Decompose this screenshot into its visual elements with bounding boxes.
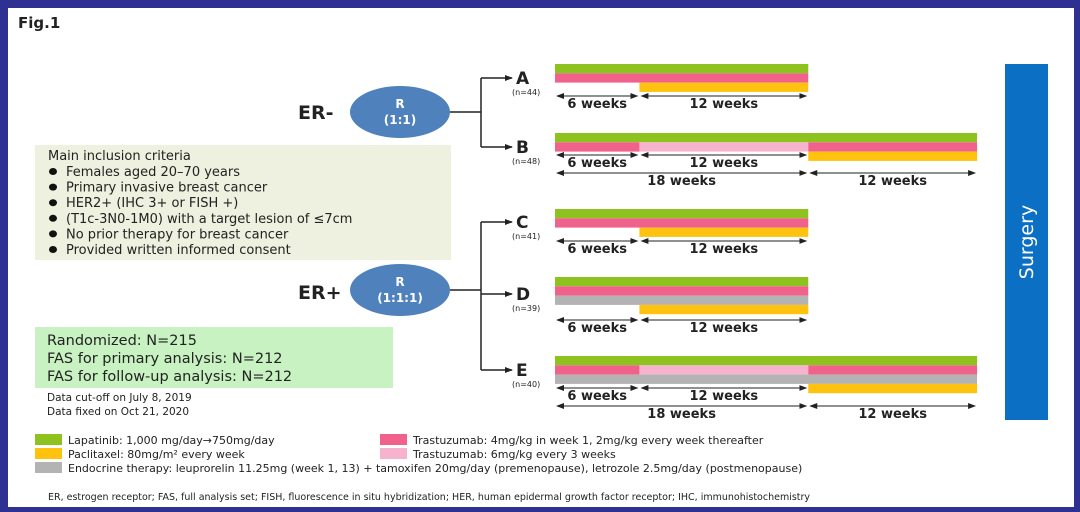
surgery-label: Surgery bbox=[1016, 205, 1038, 279]
inclusion-item: Provided written informed consent bbox=[66, 243, 291, 258]
duration-label: 12 weeks bbox=[858, 174, 927, 189]
branch-lines-er-positive bbox=[450, 219, 513, 373]
legend-swatch-endocrine bbox=[35, 462, 62, 473]
legend-label: Endocrine therapy: leuprorelin 11.25mg (… bbox=[68, 462, 802, 475]
treatment-bar-trastuzumab-weekly bbox=[808, 365, 978, 375]
fas-followup-count: FAS for follow-up analysis: N=212 bbox=[47, 369, 292, 385]
bullet-icon bbox=[49, 199, 57, 207]
arm-b: B(n=48) 6 weeks 12 weeks 18 weeks 12 weeks bbox=[512, 133, 978, 189]
duration-label: 12 weeks bbox=[858, 407, 927, 422]
inclusion-item: Females aged 20–70 years bbox=[66, 165, 240, 180]
treatment-bar-trastuzumab-weekly bbox=[555, 365, 640, 375]
arm-n: (n=48) bbox=[512, 157, 540, 166]
stratum-er-positive-label: ER+ bbox=[298, 282, 342, 304]
duration-label: 18 weeks bbox=[647, 407, 716, 422]
bullet-icon bbox=[49, 230, 57, 238]
arm-n: (n=44) bbox=[512, 88, 540, 97]
arm-label: D bbox=[516, 285, 530, 305]
treatment-bar-trastuzumab-weekly bbox=[555, 218, 809, 228]
duration-label: 6 weeks bbox=[567, 389, 627, 404]
legend: Lapatinib: 1,000 mg/day→750mg/day Trastuz… bbox=[35, 434, 802, 475]
legend-swatch-trastuzumab-3w bbox=[380, 448, 407, 459]
treatment-bar-paclitaxel bbox=[808, 151, 978, 161]
duration-label: 12 weeks bbox=[690, 97, 759, 112]
duration-label: 12 weeks bbox=[690, 242, 759, 257]
inclusion-item: HER2+ (IHC 3+ or FISH +) bbox=[66, 196, 238, 211]
footnote: ER, estrogen receptor; FAS, full analysi… bbox=[48, 492, 810, 503]
treatment-bar-lapatinib bbox=[555, 209, 809, 219]
treatment-bar-endocrine bbox=[555, 374, 978, 384]
figure-label: Fig.1 bbox=[18, 14, 60, 32]
inclusion-criteria-box: Main inclusion criteria Females aged 20–… bbox=[35, 145, 451, 260]
arm-label: E bbox=[516, 361, 528, 381]
randomization-label: R bbox=[395, 275, 404, 289]
treatment-bar-paclitaxel bbox=[808, 383, 978, 394]
bullet-icon bbox=[49, 246, 57, 253]
treatment-bar-lapatinib bbox=[555, 277, 809, 287]
bullet-icon bbox=[49, 168, 57, 175]
treatment-bar-paclitaxel bbox=[639, 82, 809, 92]
duration-label: 6 weeks bbox=[567, 97, 627, 112]
arm-n: (n=41) bbox=[512, 232, 540, 241]
treatment-bar-trastuzumab-weekly bbox=[808, 142, 978, 152]
treatment-bar-lapatinib bbox=[555, 133, 978, 143]
randomization-ratio: (1:1) bbox=[384, 113, 416, 127]
arm-n: (n=39) bbox=[512, 304, 540, 313]
arm-a: A(n=44) 6 weeks 12 weeks bbox=[512, 64, 809, 112]
arm-label: C bbox=[516, 213, 528, 233]
legend-swatch-paclitaxel bbox=[35, 448, 62, 459]
duration-label: 12 weeks bbox=[690, 321, 759, 336]
bullet-icon bbox=[49, 183, 57, 191]
treatment-bar-trastuzumab-weekly bbox=[555, 73, 809, 83]
legend-label: Lapatinib: 1,000 mg/day→750mg/day bbox=[68, 434, 275, 447]
data-fixed-date: Data fixed on Oct 21, 2020 bbox=[47, 406, 189, 418]
arm-label: B bbox=[516, 138, 529, 158]
branch-lines-er-negative bbox=[450, 75, 513, 150]
arm-label: A bbox=[516, 69, 530, 89]
sample-size-box: Randomized: N=215 FAS for primary analys… bbox=[35, 327, 393, 388]
treatment-bar-paclitaxel bbox=[639, 304, 809, 315]
treatment-bar-endocrine bbox=[555, 295, 809, 305]
arm-e: E(n=40) 6 weeks 12 weeks 18 weeks 12 weeks bbox=[512, 356, 978, 422]
duration-label: 6 weeks bbox=[567, 242, 627, 257]
duration-label: 12 weeks bbox=[690, 389, 759, 404]
treatment-bar-paclitaxel bbox=[639, 227, 809, 237]
treatment-bar-trastuzumab-3w bbox=[639, 142, 809, 152]
stratum-er-negative-label: ER- bbox=[298, 102, 334, 124]
legend-label: Trastuzumab: 4mg/kg in week 1, 2mg/kg ev… bbox=[412, 434, 764, 447]
legend-swatch-lapatinib bbox=[35, 434, 62, 445]
randomization-circle-er-positive bbox=[350, 264, 450, 316]
arm-d: D(n=39) 6 weeks 12 weeks bbox=[512, 277, 809, 336]
treatment-bar-lapatinib bbox=[555, 64, 809, 74]
legend-label: Paclitaxel: 80mg/m² every week bbox=[68, 448, 245, 461]
randomized-count: Randomized: N=215 bbox=[47, 333, 197, 349]
duration-label: 6 weeks bbox=[567, 156, 627, 171]
arm-n: (n=40) bbox=[512, 380, 540, 389]
surgery-bar: Surgery bbox=[1005, 64, 1048, 420]
arm-c: C(n=41) 6 weeks 12 weeks bbox=[512, 209, 809, 257]
inclusion-title: Main inclusion criteria bbox=[48, 149, 191, 164]
randomization-label: R bbox=[395, 97, 404, 111]
duration-label: 18 weeks bbox=[647, 174, 716, 189]
duration-label: 12 weeks bbox=[690, 156, 759, 171]
treatment-bar-trastuzumab-weekly bbox=[555, 286, 809, 296]
treatment-bar-trastuzumab-weekly bbox=[555, 142, 640, 152]
randomization-ratio: (1:1:1) bbox=[377, 291, 423, 305]
treatment-bar-lapatinib bbox=[555, 356, 978, 366]
fas-primary-count: FAS for primary analysis: N=212 bbox=[47, 351, 283, 367]
legend-label: Trastuzumab: 6mg/kg every 3 weeks bbox=[412, 448, 616, 461]
randomization-circle-er-negative bbox=[350, 86, 450, 138]
data-cutoff-date: Data cut-off on July 8, 2019 bbox=[47, 392, 192, 404]
duration-label: 6 weeks bbox=[567, 321, 627, 336]
bullet-icon bbox=[49, 214, 57, 222]
treatment-bar-trastuzumab-3w bbox=[639, 365, 809, 375]
inclusion-item: Primary invasive breast cancer bbox=[66, 181, 268, 196]
inclusion-item: (T1c-3N0-1M0) with a target lesion of ≤7… bbox=[66, 212, 352, 227]
legend-swatch-trastuzumab-weekly bbox=[380, 434, 407, 445]
inclusion-item: No prior therapy for breast cancer bbox=[66, 227, 289, 242]
